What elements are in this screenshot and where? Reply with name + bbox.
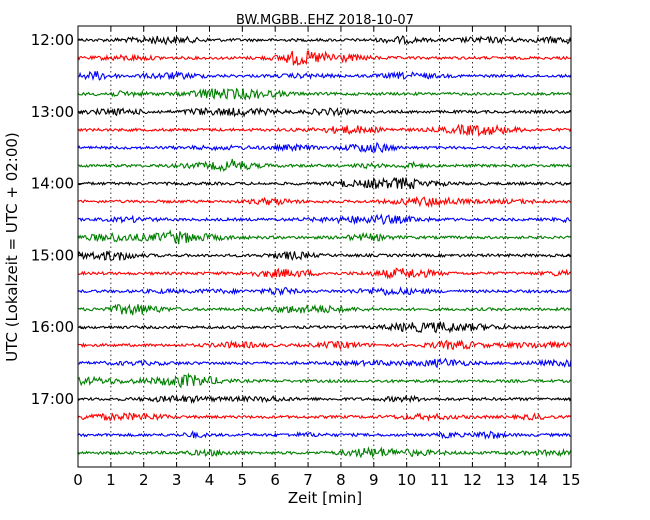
y-tick-label: 14:00 — [31, 175, 74, 193]
trace-line — [77, 106, 571, 118]
trace-line — [77, 87, 572, 101]
plot-frame — [77, 25, 572, 468]
traces — [77, 35, 572, 459]
trace-line — [77, 446, 572, 459]
trace-line — [77, 141, 572, 154]
grid — [110, 26, 539, 467]
x-axis-label: Zeit [min] — [288, 489, 362, 507]
trace-line — [77, 286, 572, 297]
x-axis: 0 1 2 3 4 5 6 7 8 9 10 11 12 13 14 15 — [73, 26, 581, 489]
trace-line — [77, 321, 572, 334]
trace-line — [77, 411, 572, 422]
x-tick-label: 12 — [463, 471, 482, 489]
x-tick-label: 3 — [172, 471, 182, 489]
y-tick-label: 12:00 — [31, 31, 74, 49]
trace-line — [77, 267, 572, 280]
x-tick-label: 13 — [496, 471, 515, 489]
chart-title: BW.MGBB..EHZ 2018-10-07 — [236, 13, 414, 28]
trace-line — [77, 176, 572, 190]
x-tick-label: 11 — [430, 471, 449, 489]
trace-line — [77, 430, 572, 441]
trace-line — [77, 213, 572, 226]
x-tick-label: 8 — [336, 471, 346, 489]
x-tick-label: 6 — [270, 471, 280, 489]
trace-line — [77, 123, 572, 137]
y-tick-label: 17:00 — [31, 390, 74, 408]
y-tick-label: 15:00 — [31, 246, 74, 264]
trace-line — [77, 50, 572, 67]
x-tick-label: 10 — [397, 471, 416, 489]
trace-line — [77, 158, 572, 173]
x-tick-label: 4 — [205, 471, 215, 489]
y-tick-label: 16:00 — [31, 318, 74, 336]
trace-line — [77, 196, 572, 209]
trace-line — [77, 249, 572, 262]
x-tick-label: 2 — [139, 471, 149, 489]
y-axis-label: UTC (Lokalzeit = UTC + 02:00) — [3, 132, 21, 362]
x-tick-label: 9 — [369, 471, 379, 489]
x-tick-label: 0 — [73, 471, 83, 489]
trace-line — [77, 372, 572, 389]
x-tick-label: 1 — [106, 471, 116, 489]
y-tick-label: 13:00 — [31, 103, 74, 121]
trace-line — [77, 70, 572, 81]
y-axis: 12:00 13:00 14:00 15:00 16:00 17:00 — [31, 31, 571, 408]
x-tick-label: 7 — [303, 471, 313, 489]
trace-line — [78, 303, 572, 316]
trace-line — [77, 229, 572, 245]
x-tick-label: 14 — [529, 471, 548, 489]
trace-line — [77, 394, 572, 404]
trace-line — [77, 35, 572, 46]
x-tick-label: 5 — [238, 471, 248, 489]
x-tick-label: 15 — [561, 471, 580, 489]
trace-line — [77, 357, 572, 369]
trace-line — [77, 339, 572, 351]
